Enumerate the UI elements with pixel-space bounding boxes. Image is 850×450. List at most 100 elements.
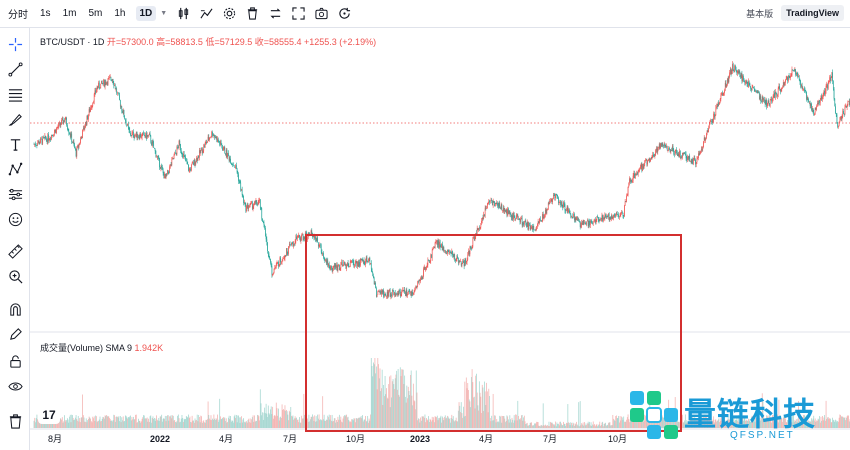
candle-body: [141, 133, 143, 138]
volume-bar: [747, 420, 749, 428]
settings-icon[interactable]: [222, 7, 236, 21]
candle-body: [80, 137, 82, 139]
volume-bar: [633, 416, 635, 428]
volume-bar: [191, 415, 193, 428]
timeframe-dropdown-icon[interactable]: ▼: [160, 10, 168, 17]
mode-basic[interactable]: 基本版: [746, 8, 774, 19]
candle-body: [834, 98, 836, 107]
volume-bar: [330, 420, 332, 428]
volume-bar: [527, 425, 529, 428]
ruler-icon[interactable]: [7, 243, 23, 259]
text-icon[interactable]: [7, 136, 23, 152]
candle-body: [489, 200, 490, 203]
volume-bar: [499, 415, 501, 428]
eye-icon[interactable]: [7, 378, 23, 394]
timeframe-5m[interactable]: 5m: [88, 8, 103, 19]
candle-body: [664, 144, 666, 146]
candle-body: [438, 240, 440, 248]
candle-body: [160, 165, 162, 169]
fib-retracement-icon[interactable]: [7, 86, 23, 102]
volume-bar: [809, 420, 811, 428]
candle-body: [233, 165, 234, 166]
magnet-icon[interactable]: [7, 301, 23, 317]
volume-bar: [687, 422, 688, 428]
volume-bar: [567, 404, 569, 428]
volume-bar: [126, 417, 128, 428]
candle-body: [265, 227, 266, 237]
candle-body: [595, 219, 596, 223]
mode-tradingview[interactable]: TradingView: [781, 5, 844, 21]
screenshot-icon[interactable]: [314, 7, 328, 21]
compare-icon[interactable]: [268, 7, 282, 21]
candle-body: [405, 292, 406, 296]
candle-style-icon[interactable]: [176, 7, 190, 21]
candle-body: [719, 102, 720, 105]
candle-body: [756, 91, 758, 94]
crosshair-icon[interactable]: [7, 36, 23, 52]
volume-bar: [706, 418, 708, 428]
volume-bar: [675, 418, 677, 428]
candle-body: [700, 151, 701, 154]
candle-body: [40, 138, 42, 139]
volume-bar: [99, 416, 101, 428]
volume-bar: [802, 417, 804, 428]
candle-body: [154, 148, 156, 151]
trash-icon[interactable]: [7, 413, 23, 429]
candle-body: [505, 209, 507, 212]
volume-bar: [555, 421, 556, 428]
lock-icon[interactable]: [7, 353, 23, 369]
timeframe-1h[interactable]: 1h: [114, 8, 126, 19]
candle-body: [51, 134, 53, 136]
pencil-lock-icon[interactable]: [7, 326, 23, 342]
candle-body: [498, 202, 500, 207]
candle-body: [249, 206, 250, 208]
volume-bar: [301, 415, 303, 428]
forecast-icon[interactable]: [7, 186, 23, 202]
candle-body: [268, 254, 270, 258]
pattern-icon[interactable]: [7, 161, 23, 177]
volume-bar: [765, 420, 767, 428]
candle-body: [301, 235, 302, 239]
candle-body: [647, 160, 648, 165]
volume-bar: [391, 381, 393, 428]
reset-icon[interactable]: [337, 7, 351, 21]
volume-bar: [190, 422, 192, 428]
candle-body: [612, 217, 614, 219]
volume-bar: [169, 416, 171, 428]
volume-bar: [457, 421, 458, 428]
symbol-label[interactable]: BTC/USDT · 1D: [40, 37, 105, 47]
delete-icon[interactable]: [245, 7, 259, 21]
volume-bar: [342, 418, 344, 428]
trend-line-icon[interactable]: [7, 61, 23, 77]
candle-body: [54, 129, 56, 132]
volume-bar: [678, 421, 680, 428]
timeframe-1m[interactable]: 1m: [62, 8, 77, 19]
candle-body: [526, 223, 527, 227]
zoom-in-icon[interactable]: [7, 268, 23, 284]
tradingview-logo[interactable]: 17: [38, 406, 60, 424]
volume-bar: [183, 418, 185, 428]
candle-body: [381, 290, 382, 295]
timeframe-1d[interactable]: 1D: [135, 6, 157, 21]
volume-bar: [820, 416, 822, 428]
volume-bar: [791, 422, 793, 428]
candle-body: [732, 64, 733, 72]
volume-bar: [251, 419, 252, 428]
volume-bar: [201, 416, 202, 428]
candle-body: [291, 243, 292, 245]
volume-bar: [797, 418, 799, 428]
indicators-icon[interactable]: [199, 7, 213, 21]
candle-body: [252, 206, 254, 209]
fullscreen-icon[interactable]: [291, 7, 305, 21]
timeframe-1s[interactable]: 1s: [40, 8, 51, 19]
candlestick-chart[interactable]: 8月 2022 4月 7月 10月 2023 4月 7月 10月: [30, 28, 850, 450]
candle-body: [451, 251, 453, 254]
candle-body: [336, 265, 337, 268]
timeframe-tick[interactable]: 分时: [8, 10, 28, 21]
candle-body: [131, 132, 133, 136]
candle-body: [97, 86, 99, 88]
volume-bar: [151, 422, 152, 428]
candle-body: [510, 212, 511, 215]
brush-icon[interactable]: [7, 111, 23, 127]
emoji-icon[interactable]: [7, 211, 23, 227]
